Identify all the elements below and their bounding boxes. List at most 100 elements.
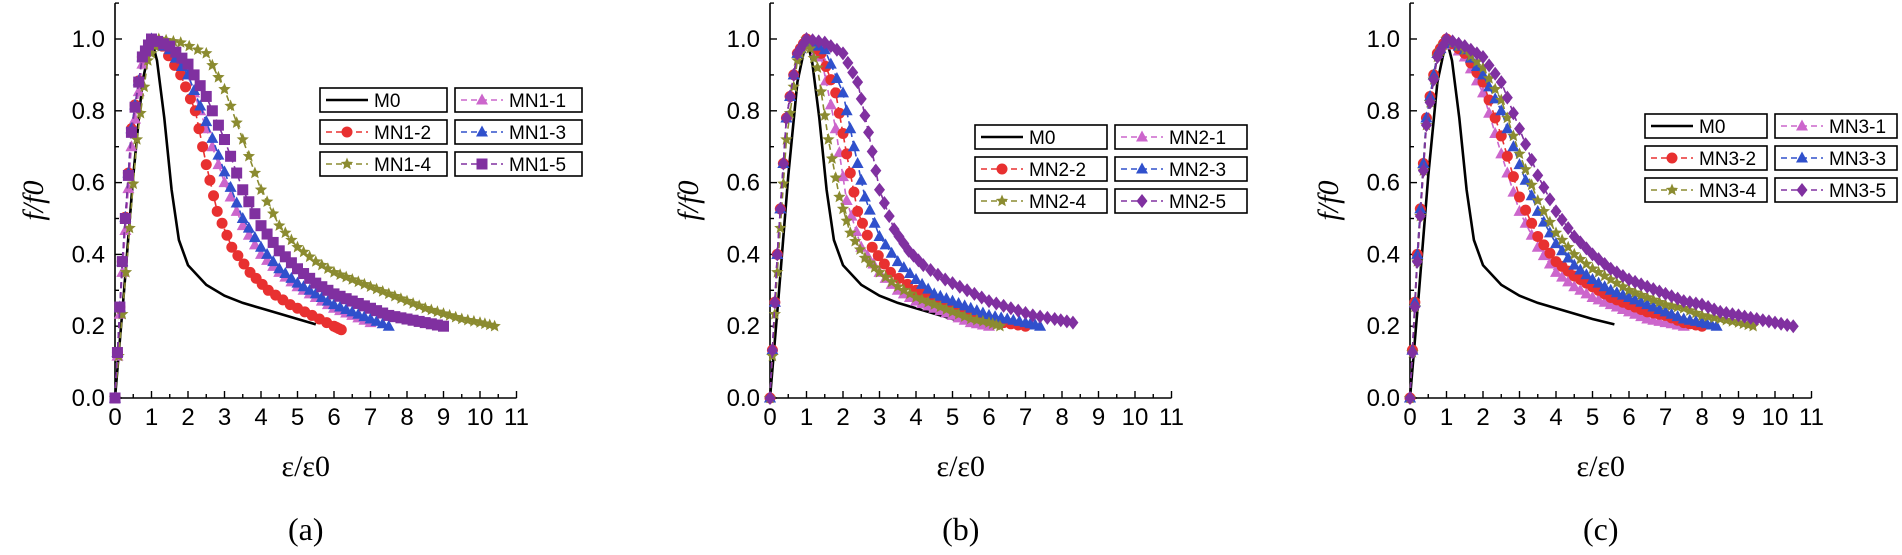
data-point [267,207,280,219]
data-point [1411,254,1423,269]
data-point [304,272,316,284]
x-tick-label: 4 [254,404,267,431]
data-point [216,217,228,229]
data-point [1562,240,1575,253]
data-point [467,314,481,327]
legend-marker [341,126,353,138]
legend-label: MN2-5 [1169,192,1226,213]
x-tick-label: 10 [1122,404,1149,431]
data-point [152,35,164,47]
data-point [158,38,170,50]
data-point [377,307,389,319]
data-point [1555,233,1569,246]
x-tick-label: 6 [1622,404,1635,431]
x-tick-label: 9 [437,404,450,431]
data-point [883,209,895,224]
x-tick-label: 2 [836,404,849,431]
data-point [848,186,860,198]
legend-label: M0 [1699,117,1725,138]
data-point [132,85,145,97]
data-point [1562,275,1575,287]
data-point [242,149,255,162]
data-point [878,258,890,270]
data-point [784,89,796,104]
data-point [849,234,862,247]
data-point [863,125,875,140]
y-tick-label: 0.0 [727,385,760,412]
data-point [488,319,501,332]
data-point [249,208,261,220]
legend-marker [476,158,488,170]
legend-item-MN2-3: MN2-3 [1114,156,1248,182]
chart-panel-2: 0 1 2 3 4 5 6 7 8 9 10 11 0.0 0.2 0.4 0.6 0.8 1.0 ε/ε0 f/f0… [672,2,1248,547]
legend-label: MN1-5 [509,155,566,176]
data-point [291,240,304,253]
data-point [925,262,937,277]
legend-item-MN2-5: MN2-5 [1114,188,1248,214]
data-point [908,248,920,263]
legend-item-MN3-3: MN3-3 [1774,145,1898,171]
data-point [1501,122,1514,134]
y-tick-label: 0.4 [727,241,760,268]
legend-label: MN3-3 [1829,149,1886,170]
data-point [129,112,142,124]
data-point [866,241,878,253]
data-point [863,203,876,215]
data-point [191,43,204,55]
data-point [109,392,121,404]
y-tick-label: 0.8 [72,98,105,125]
data-point [852,75,864,90]
data-point [1568,258,1581,270]
data-point [1538,239,1550,251]
data-point [139,45,151,57]
data-point [461,313,474,326]
data-point [315,290,328,302]
data-point [1507,129,1520,142]
data-point [129,101,141,113]
data-point [164,40,176,52]
data-point [230,204,243,216]
x-tick-label: 2 [1476,404,1489,431]
data-point [303,250,316,263]
legend-item-MN2-1: MN2-1 [1114,124,1248,150]
data-point [232,250,244,262]
data-point [136,51,148,63]
x-tick-label: 3 [873,404,886,431]
data-point [316,281,328,293]
data-point [829,171,842,184]
series-line-MN3-4 [1409,37,1754,399]
legend-marker [340,157,354,170]
data-point [111,347,123,359]
data-point [200,159,212,171]
data-point [777,156,789,171]
data-point [1532,230,1544,242]
data-point [859,108,871,123]
legend-item-MN2-2: MN2-2 [974,156,1108,182]
data-point [1477,86,1489,98]
data-point [1574,283,1587,295]
data-point [774,221,787,234]
data-point [119,213,131,224]
panel-label: (c) [1583,511,1619,547]
data-point [273,262,286,274]
data-point [236,133,249,145]
x-tick-label: 11 [504,404,529,431]
data-point [1556,244,1569,256]
data-point [224,190,237,202]
data-point [261,247,274,259]
x-tick-label: 0 [763,404,776,431]
data-point [1543,226,1556,238]
data-point [383,309,395,321]
data-point [1538,180,1550,195]
data-point [238,258,250,270]
data-point [1519,162,1532,175]
data-point [769,295,781,310]
data-point [866,144,878,159]
data-point [200,46,213,59]
data-point [127,177,140,190]
x-tick-label: 0 [108,404,121,431]
data-point [1695,308,1709,321]
series-MN2-4 [763,32,1007,404]
data-point [119,265,133,278]
data-point [1710,319,1723,331]
